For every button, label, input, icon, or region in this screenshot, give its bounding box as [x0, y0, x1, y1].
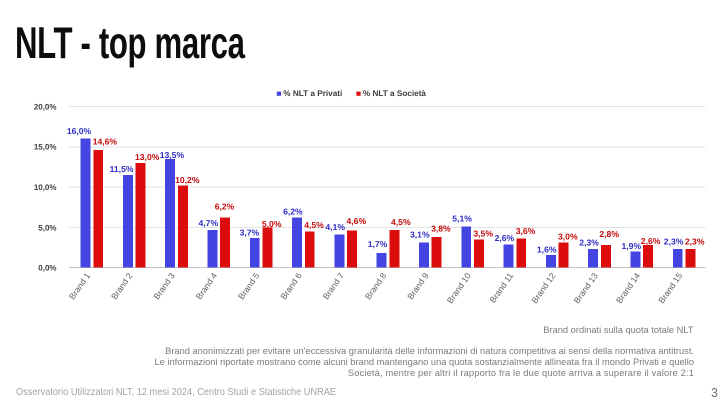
- svg-text:Brand 14: Brand 14: [614, 271, 642, 305]
- svg-text:3,8%: 3,8%: [431, 224, 451, 234]
- svg-text:Brand 4: Brand 4: [194, 271, 220, 302]
- svg-text:15,0%: 15,0%: [34, 143, 57, 152]
- svg-text:2,6%: 2,6%: [495, 233, 515, 243]
- svg-text:Brand 8: Brand 8: [363, 271, 389, 302]
- svg-text:5,0%: 5,0%: [38, 223, 56, 232]
- svg-text:% NLT a Società: % NLT a Società: [363, 89, 427, 98]
- svg-text:10,2%: 10,2%: [175, 175, 200, 185]
- svg-text:5,1%: 5,1%: [452, 214, 472, 224]
- svg-text:Brand 7: Brand 7: [321, 271, 347, 302]
- svg-text:Brand 5: Brand 5: [236, 271, 262, 302]
- svg-text:Brand 6: Brand 6: [278, 271, 304, 302]
- svg-text:4,5%: 4,5%: [391, 217, 411, 227]
- svg-text:Brand 12: Brand 12: [529, 271, 557, 305]
- svg-text:14,6%: 14,6%: [93, 137, 118, 147]
- svg-text:13,0%: 13,0%: [135, 152, 160, 162]
- svg-text:11,5%: 11,5%: [110, 164, 134, 174]
- svg-text:1,9%: 1,9%: [622, 241, 642, 251]
- svg-text:1,7%: 1,7%: [368, 239, 388, 249]
- svg-text:20,0%: 20,0%: [34, 102, 57, 111]
- svg-text:2,3%: 2,3%: [579, 237, 599, 247]
- svg-text:% NLT a Privati: % NLT a Privati: [283, 89, 342, 98]
- svg-text:6,2%: 6,2%: [283, 206, 303, 216]
- svg-text:3,5%: 3,5%: [473, 228, 493, 238]
- svg-text:4,1%: 4,1%: [325, 222, 345, 232]
- svg-text:Brand 13: Brand 13: [572, 271, 600, 305]
- svg-text:2,3%: 2,3%: [685, 236, 705, 246]
- svg-text:3,0%: 3,0%: [558, 232, 578, 242]
- svg-text:1,6%: 1,6%: [537, 244, 557, 254]
- svg-text:4,7%: 4,7%: [199, 218, 219, 228]
- svg-text:3,6%: 3,6%: [516, 226, 536, 236]
- svg-text:3,7%: 3,7%: [240, 228, 260, 238]
- svg-text:4,6%: 4,6%: [347, 216, 367, 226]
- svg-text:10,0%: 10,0%: [34, 183, 57, 192]
- svg-text:0,0%: 0,0%: [38, 264, 56, 273]
- svg-text:4,5%: 4,5%: [304, 220, 324, 230]
- svg-text:2,8%: 2,8%: [599, 229, 619, 239]
- svg-text:Brand 15: Brand 15: [656, 271, 684, 305]
- svg-text:5,0%: 5,0%: [262, 219, 282, 229]
- svg-text:6,2%: 6,2%: [215, 202, 235, 212]
- svg-text:Brand 11: Brand 11: [487, 271, 515, 305]
- svg-text:3,1%: 3,1%: [410, 230, 430, 240]
- svg-text:Brand 10: Brand 10: [445, 271, 473, 305]
- svg-text:Brand 9: Brand 9: [405, 271, 431, 302]
- svg-text:2,3%: 2,3%: [664, 237, 684, 247]
- svg-text:Brand 3: Brand 3: [151, 271, 177, 302]
- svg-text:2,6%: 2,6%: [641, 236, 661, 246]
- svg-text:13,5%: 13,5%: [160, 150, 185, 160]
- svg-text:16,0%: 16,0%: [67, 126, 92, 136]
- svg-text:Brand 2: Brand 2: [109, 271, 135, 302]
- svg-text:Brand 1: Brand 1: [67, 271, 93, 302]
